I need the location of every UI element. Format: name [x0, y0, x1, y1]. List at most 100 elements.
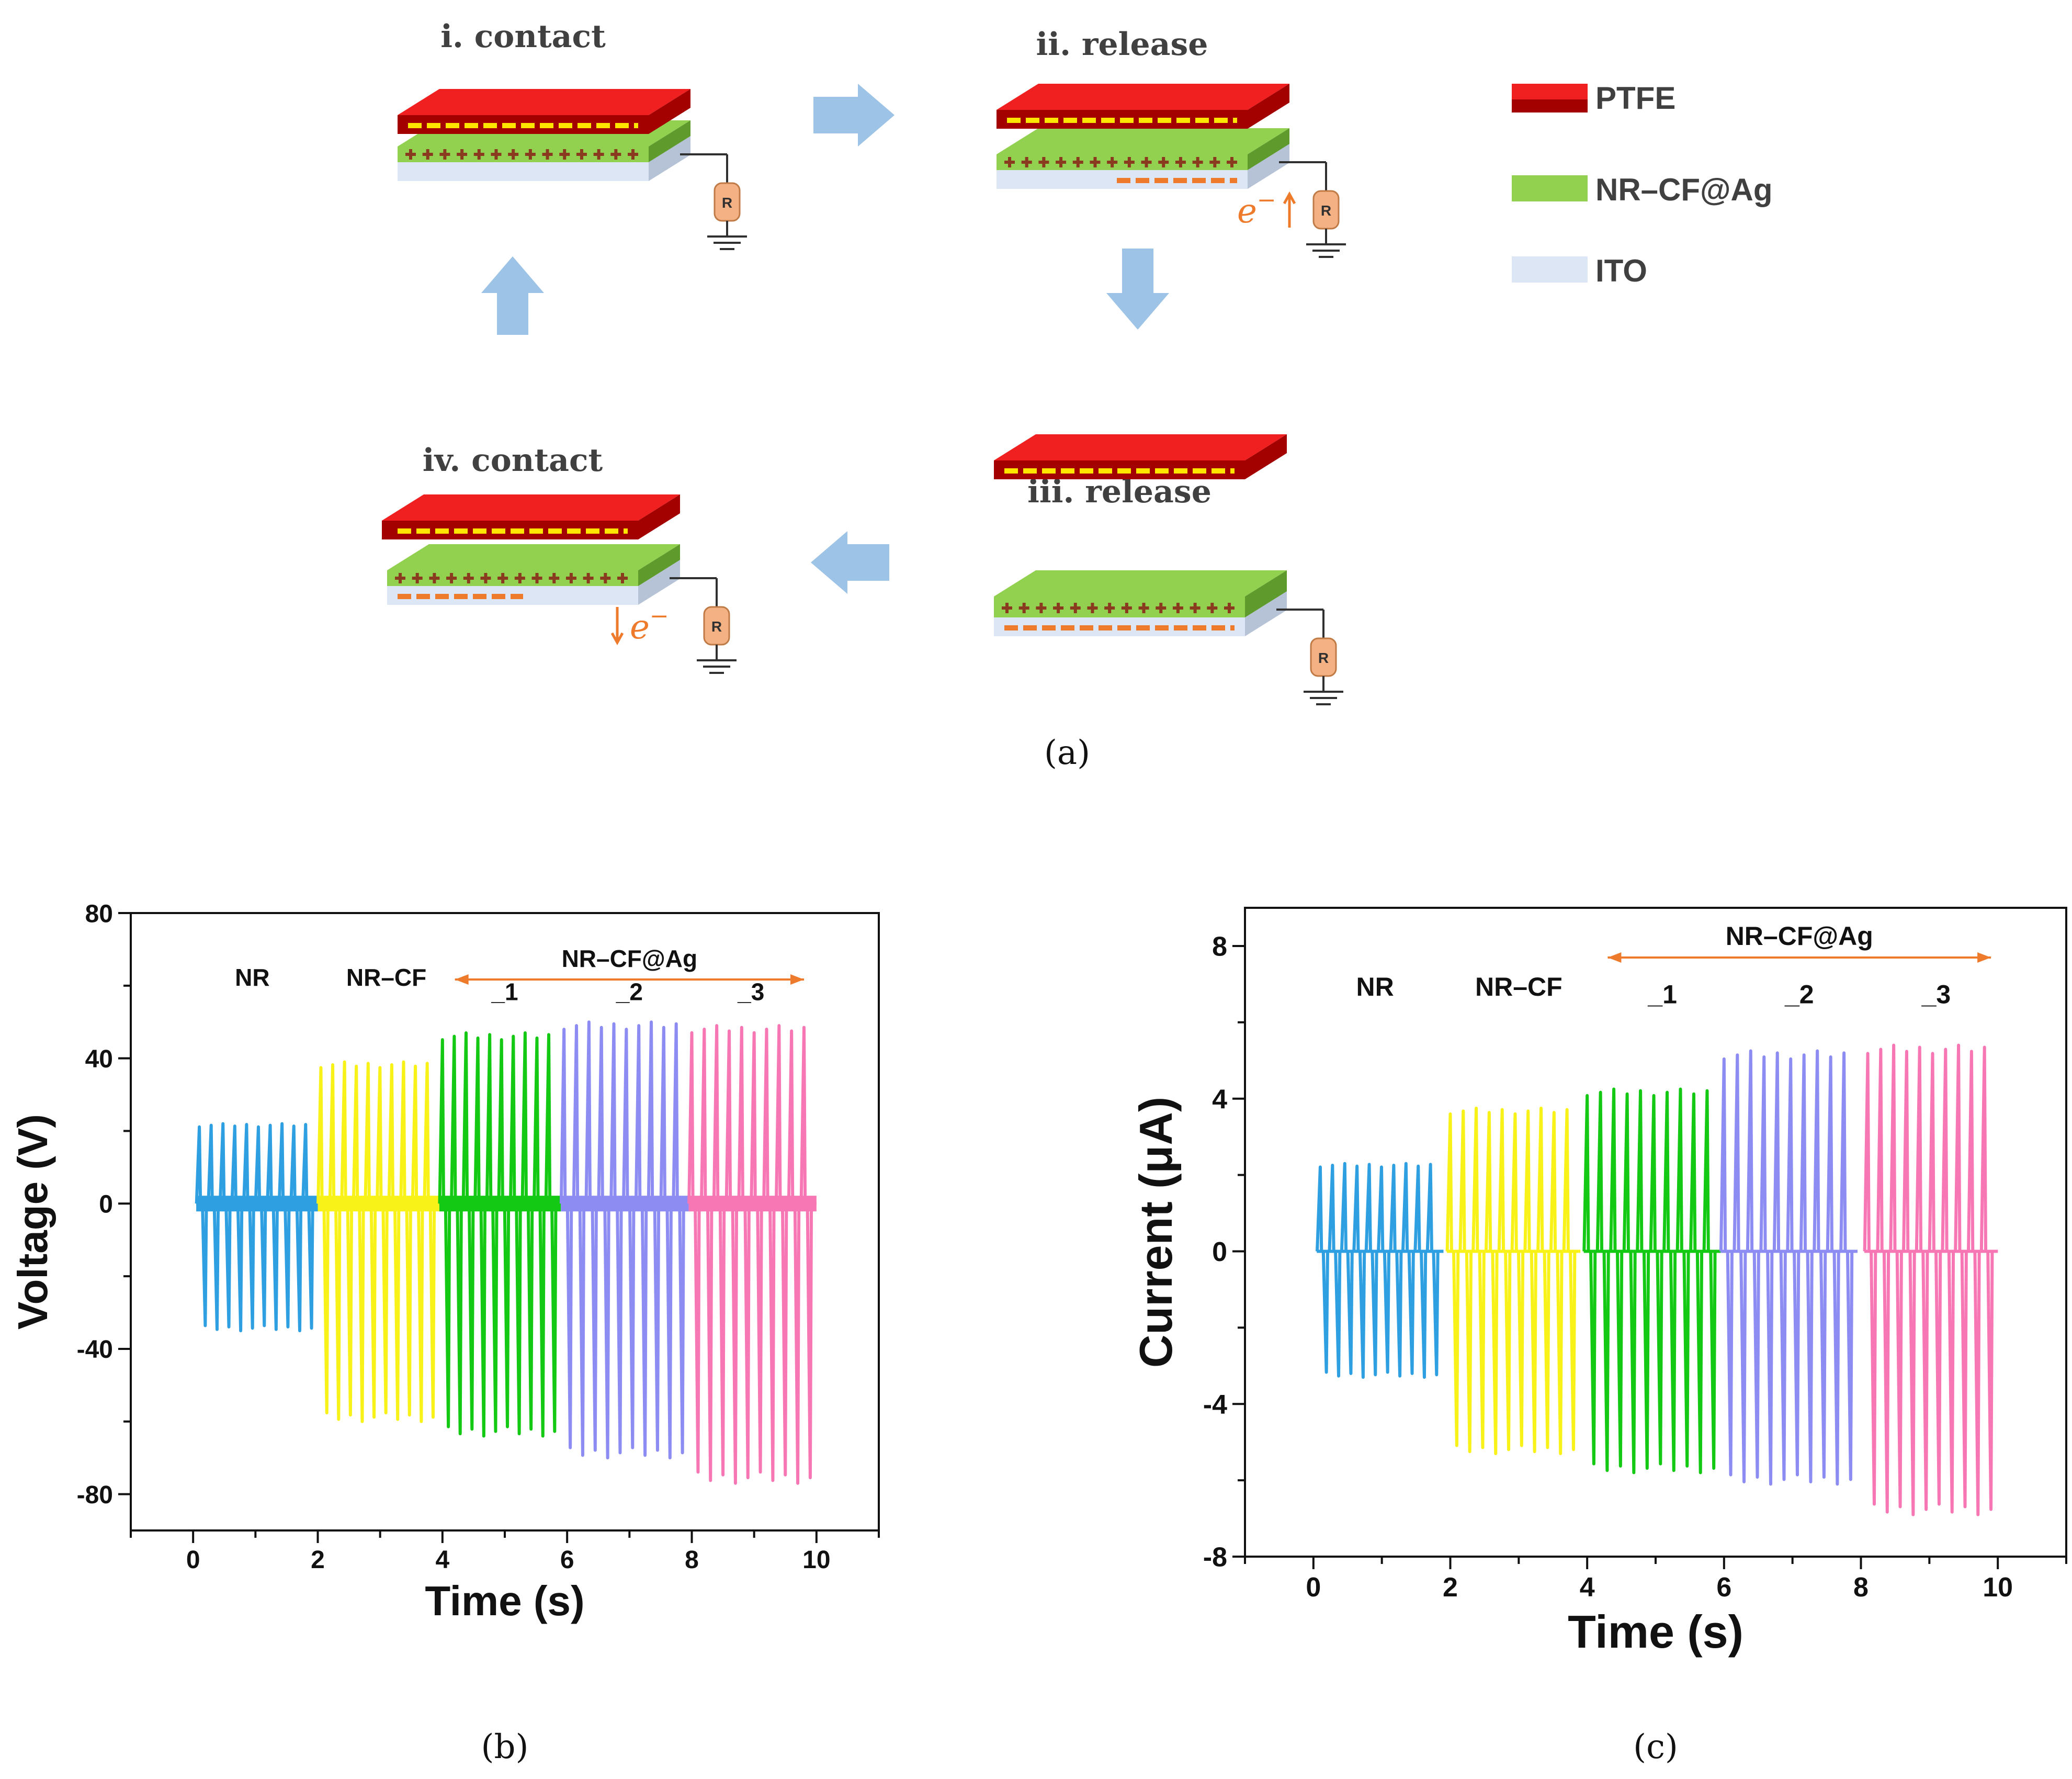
series-4: [559, 1020, 689, 1460]
load-resistor-label: R: [1321, 202, 1331, 219]
nrcf-layer-top: [994, 570, 1287, 596]
x-axis: 0 2 4 6 8 10: [1244, 1557, 2067, 1603]
legend-label: NR–CF@Ag: [1595, 172, 1773, 207]
series-label: _1: [491, 978, 518, 1006]
x-tick-label: 0: [186, 1546, 200, 1574]
y-tick-label: -80: [77, 1481, 113, 1509]
y-tick-label: 80: [85, 900, 113, 928]
ito-layer-side: [649, 136, 690, 181]
series-2: [316, 1060, 439, 1423]
annotations: NR–CF@Ag NR NR–CF _1 _2 _3: [1356, 921, 1991, 1009]
group-label: NR–CF@Ag: [1726, 921, 1873, 951]
stage-1: i. contact R: [398, 18, 747, 250]
x-tick-label: 2: [311, 1546, 325, 1574]
stage-title: ii. release: [1036, 26, 1208, 63]
flow-arrow-up-icon: [481, 256, 544, 335]
nrcf-layer-top: [997, 128, 1289, 154]
stage-title: i. contact: [440, 18, 606, 55]
y-axis: 8 4 0 -4 -8: [1203, 932, 1245, 1573]
legend-item-1: PTFE: [1512, 81, 1675, 116]
legend-label: ITO: [1595, 253, 1647, 288]
ptfe-layer-side: [1245, 434, 1287, 479]
x-tick-label: 8: [685, 1546, 699, 1574]
electron-flow-minus: −: [1257, 187, 1276, 213]
x-tick-label: 4: [1580, 1572, 1595, 1603]
series-label: NR: [1356, 972, 1394, 1001]
series-line: [1445, 1106, 1581, 1456]
legend-swatch: [1512, 256, 1588, 283]
annotations: NR–CF@Ag NR NR–CF _1 _2 _3: [235, 945, 804, 1006]
x-tick-label: 6: [1716, 1572, 1731, 1603]
stage-4: iv. contact Re−: [382, 442, 737, 674]
ito-layer-side: [638, 560, 680, 605]
ito-layer-side: [1248, 144, 1289, 189]
flow-arrow-down-icon: [1106, 249, 1169, 330]
x-tick-label: 8: [1853, 1572, 1869, 1603]
y-axis-title: Current (μA): [1130, 1097, 1182, 1368]
y-axis: 80 40 0 -40 -80: [77, 900, 131, 1509]
flow-arrow-left-icon: [811, 531, 889, 594]
y-tick-label: 0: [1212, 1237, 1227, 1267]
series-label: NR: [235, 964, 269, 991]
electron-flow-symbol: e−: [630, 603, 669, 647]
electron-flow-arrow-icon: [610, 607, 624, 646]
load-resistor-label: R: [711, 618, 722, 635]
y-tick-label: 40: [85, 1045, 113, 1073]
series-1: [195, 1122, 318, 1333]
x-axis-title: Time (s): [425, 1578, 584, 1624]
series-line: [195, 1122, 318, 1333]
load-resistor-label: R: [1318, 650, 1329, 666]
panel-caption: (c): [1633, 1728, 1678, 1766]
ito-layer-front: [398, 162, 649, 181]
legend-swatch-highlight: [1512, 84, 1588, 99]
y-tick-label: 4: [1212, 1084, 1227, 1114]
current-chart: 0 2 4 6 8 10 Time (s) 8 4 0 -4 -8 Current (μA) NR–CF@…: [1130, 907, 2067, 1766]
y-tick-label: -8: [1203, 1542, 1227, 1573]
panel-a-caption: (a): [1044, 734, 1090, 772]
voltage-chart: 0 2 4 6 8 10 Time (s) 80 40 0 -40 -80 Voltage (V) NR–…: [9, 900, 880, 1766]
nrcf-layer-front: [387, 570, 638, 586]
legend-swatch: [1512, 175, 1588, 201]
legend-item-2: NR–CF@Ag: [1512, 172, 1773, 207]
positive-charges: [1004, 157, 1237, 167]
load-resistor-ground-icon: [697, 645, 737, 674]
series-label: _3: [1921, 979, 1951, 1009]
series-label: _1: [1647, 979, 1677, 1009]
nrcf-layer-front: [994, 596, 1245, 617]
x-axis-title: Time (s): [1568, 1606, 1743, 1658]
flow-arrow-right-icon: [813, 84, 895, 147]
group-range-left-arrow-icon: [1607, 952, 1622, 963]
group-range-right-arrow-icon: [1977, 952, 1991, 963]
series-line: [559, 1020, 689, 1460]
stage-3: iii. release R: [994, 434, 1343, 705]
panel-caption: (b): [481, 1728, 529, 1766]
y-tick-label: -40: [77, 1336, 113, 1364]
y-tick-label: 8: [1212, 932, 1227, 962]
legend-item-3: ITO: [1512, 253, 1647, 288]
legend-label: PTFE: [1595, 81, 1675, 116]
series-line: [1863, 1043, 1998, 1516]
nrcf-layer-side: [1245, 570, 1287, 617]
series-line: [316, 1060, 439, 1423]
series-line: [438, 1031, 561, 1438]
nrcf-layer-side: [649, 120, 690, 162]
x-tick-label: 10: [1983, 1572, 2013, 1603]
positive-charges: [1002, 603, 1235, 613]
load-resistor-ground-icon: [1306, 229, 1346, 258]
ptfe-layer-side: [1248, 84, 1289, 129]
series-line: [1719, 1049, 1858, 1486]
ptfe-layer-side: [649, 89, 690, 134]
series-line: [687, 1024, 817, 1485]
series-label: _2: [1784, 979, 1814, 1009]
electron-flow-e: e: [1237, 192, 1257, 231]
series-line: [1582, 1087, 1721, 1474]
x-axis: 0 2 4 6 8 10: [130, 1530, 880, 1574]
x-tick-label: 0: [1306, 1572, 1321, 1603]
load-resistor-ground-icon: [1304, 676, 1343, 705]
y-tick-label: -4: [1203, 1390, 1227, 1420]
series-label: NR–CF: [346, 964, 426, 991]
nrcf-layer-side: [1248, 128, 1289, 170]
y-axis-title: Voltage (V): [9, 1114, 56, 1330]
y-tick-label: 0: [99, 1191, 113, 1219]
